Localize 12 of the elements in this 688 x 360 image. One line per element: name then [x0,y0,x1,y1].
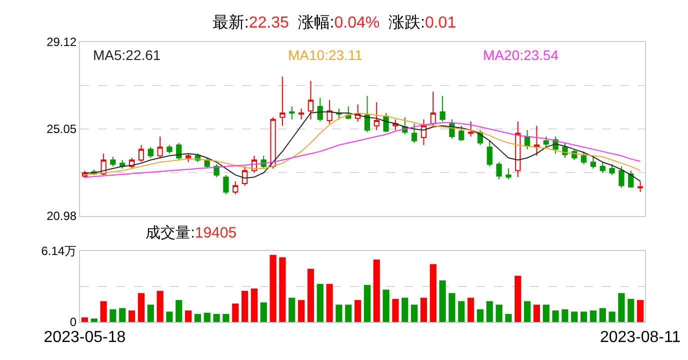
x-tick-label: 2023-05-18 [44,329,126,346]
text: MA20:23.54 [483,47,559,63]
y-tick-label: 0 [70,315,77,330]
y-tick-label: 20.98 [46,209,77,224]
x-tick-label: 2023-08-11 [600,329,681,346]
chart-title: 成交量:19405 [146,224,237,242]
y-tick-label: 25.05 [46,122,77,136]
y-tick-label: 29.12 [46,35,77,50]
y-tick-label: 6.14万 [41,244,77,258]
text: MA5:22.61 [93,47,161,63]
text: MA10:23.11 [288,47,363,63]
chart-title: 最新:22.35 涨幅:0.04% 涨跌:0.01 [212,14,456,32]
